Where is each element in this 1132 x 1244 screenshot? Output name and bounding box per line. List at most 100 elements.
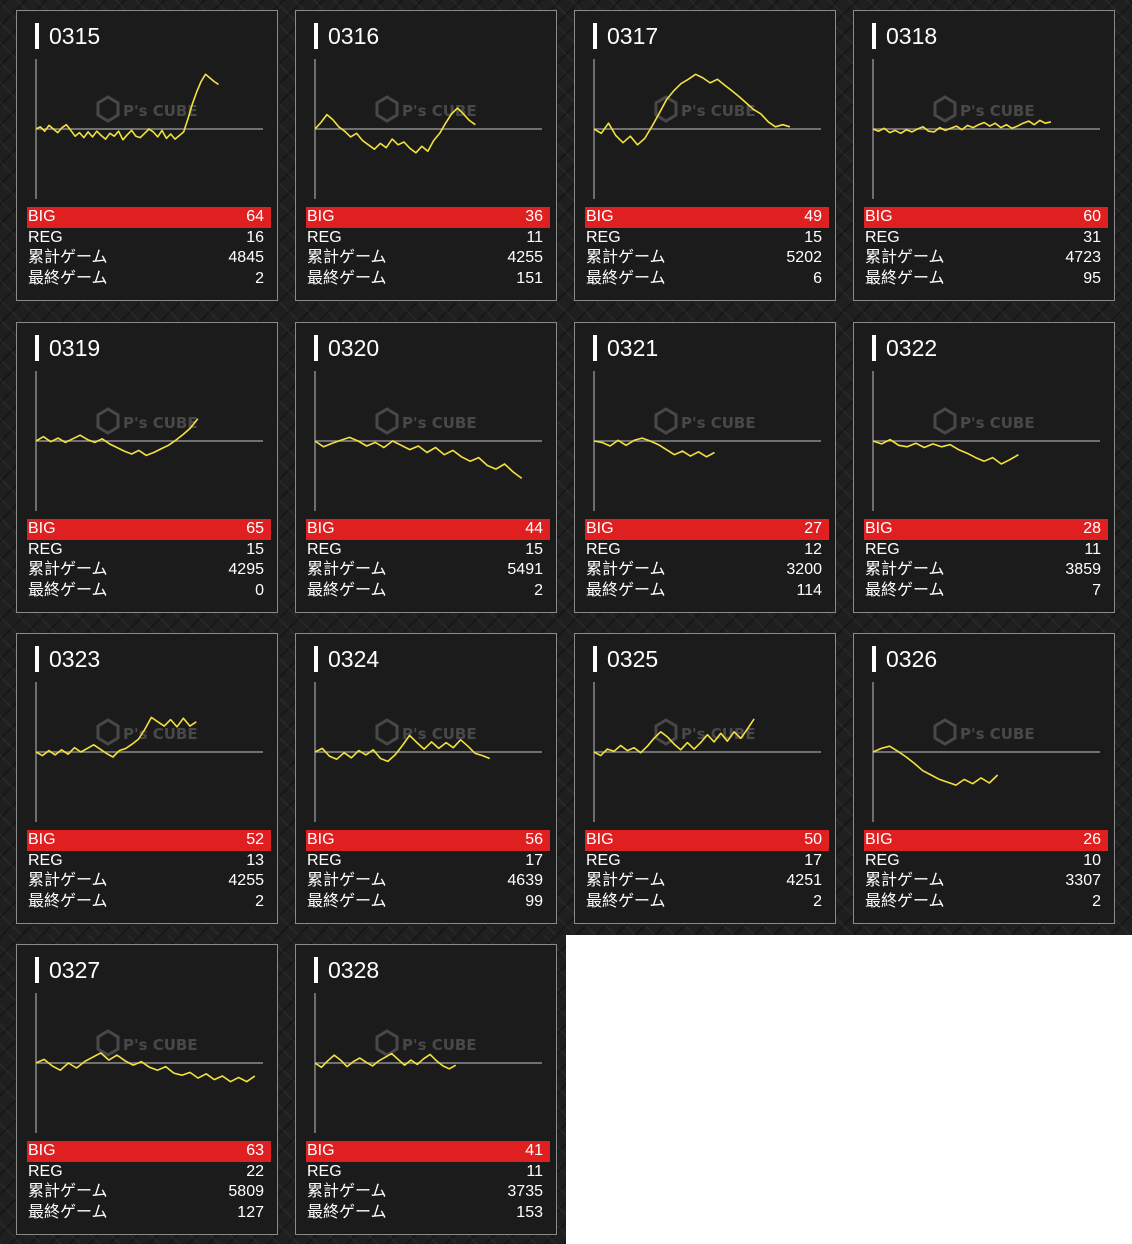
reg-row-value: 10: [1083, 851, 1101, 869]
reg-row: REG 17: [585, 851, 829, 872]
last-games-row-value: 2: [813, 892, 822, 910]
watermark-logo-text: P's CUBE: [960, 725, 1035, 743]
hexagon-cube-icon: [654, 95, 678, 123]
machine-card-0324[interactable]: 0324 P's CUBE BIG 56 REG 17 累計ゲーム 4639 最終ゲーム 99: [295, 633, 557, 924]
total-games-row-label: 累計ゲーム: [28, 561, 108, 578]
total-games-row-value: 4723: [1065, 249, 1101, 266]
total-games-row-value: 4295: [228, 561, 264, 578]
total-games-row-value: 5809: [228, 1183, 264, 1200]
total-games-row-label: 累計ゲーム: [307, 872, 387, 889]
pscube-watermark: P's CUBE: [96, 1029, 198, 1057]
machine-card-0323[interactable]: 0323 P's CUBE BIG 52 REG 13 累計ゲーム 4255 最終ゲーム 2: [16, 633, 278, 924]
hexagon-cube-icon: [375, 407, 399, 435]
big-row-value: 63: [246, 1142, 264, 1159]
total-games-row: 累計ゲーム 4723: [864, 248, 1108, 269]
machine-card-0315[interactable]: 0315 P's CUBE BIG 64 REG 16 累計ゲーム 4845 最終ゲーム 2: [16, 10, 278, 301]
reg-row-value: 22: [246, 1162, 264, 1180]
total-games-row: 累計ゲーム 3200: [585, 560, 829, 581]
pscube-watermark: P's CUBE: [375, 407, 477, 435]
slump-graph: P's CUBE: [314, 682, 542, 822]
last-games-row: 最終ゲーム 151: [306, 269, 550, 290]
big-row: BIG 56: [306, 830, 550, 851]
total-games-row: 累計ゲーム 4639: [306, 871, 550, 892]
total-games-row-label: 累計ゲーム: [865, 249, 945, 266]
reg-row: REG 10: [864, 851, 1108, 872]
reg-row-value: 11: [1084, 540, 1101, 558]
big-row: BIG 49: [585, 207, 829, 228]
reg-row: REG 12: [585, 540, 829, 561]
machine-stats: BIG 50 REG 17 累計ゲーム 4251 最終ゲーム 2: [585, 830, 829, 912]
slump-graph: P's CUBE: [872, 682, 1100, 822]
big-row-label: BIG: [865, 831, 893, 848]
total-games-row-value: 4639: [507, 872, 543, 889]
reg-row: REG 11: [306, 228, 550, 249]
reg-row: REG 13: [27, 851, 271, 872]
slump-graph: P's CUBE: [35, 371, 263, 511]
pscube-watermark: P's CUBE: [375, 95, 477, 123]
machine-card-0316[interactable]: 0316 P's CUBE BIG 36 REG 11 累計ゲーム 4255 最終ゲーム 151: [295, 10, 557, 301]
machine-stats: BIG 60 REG 31 累計ゲーム 4723 最終ゲーム 95: [864, 207, 1108, 289]
slump-trend-line: [314, 436, 523, 480]
last-games-row-label: 最終ゲーム: [28, 269, 108, 287]
machine-card-0317[interactable]: 0317 P's CUBE BIG 49 REG 15 累計ゲーム 5202 最終ゲーム 6: [574, 10, 836, 301]
machine-card-0327[interactable]: 0327 P's CUBE BIG 63 REG 22 累計ゲーム 5809 最終ゲーム 127: [16, 944, 278, 1235]
machine-number: 0318: [872, 23, 937, 49]
big-row: BIG 44: [306, 519, 550, 540]
big-row-label: BIG: [28, 208, 56, 225]
reg-row: REG 31: [864, 228, 1108, 249]
last-games-row-label: 最終ゲーム: [307, 892, 387, 910]
hexagon-cube-icon: [96, 95, 120, 123]
machine-card-0321[interactable]: 0321 P's CUBE BIG 27 REG 12 累計ゲーム 3200 最終ゲーム 114: [574, 322, 836, 613]
watermark-logo-text: P's CUBE: [402, 1036, 477, 1054]
reg-row: REG 15: [27, 540, 271, 561]
hexagon-cube-icon: [375, 718, 399, 746]
total-games-row-value: 3200: [786, 561, 822, 578]
reg-row-label: REG: [307, 851, 342, 869]
big-row-label: BIG: [307, 1142, 335, 1159]
machine-number: 0315: [35, 23, 100, 49]
reg-row-value: 11: [526, 1162, 543, 1180]
total-games-row-value: 5491: [507, 561, 543, 578]
machine-card-0318[interactable]: 0318 P's CUBE BIG 60 REG 31 累計ゲーム 4723 最終ゲーム 95: [853, 10, 1115, 301]
last-games-row-value: 6: [813, 269, 822, 287]
watermark-logo-text: P's CUBE: [402, 414, 477, 432]
reg-row-value: 15: [246, 540, 264, 558]
slump-trend-line: [593, 437, 715, 458]
reg-row-label: REG: [865, 851, 900, 869]
machine-card-0325[interactable]: 0325 P's CUBE BIG 50 REG 17 累計ゲーム 4251 最終ゲーム 2: [574, 633, 836, 924]
big-row-value: 44: [525, 520, 543, 537]
machine-card-0326[interactable]: 0326 P's CUBE BIG 26 REG 10 累計ゲーム 3307 最終ゲーム 2: [853, 633, 1115, 924]
last-games-row-value: 2: [534, 581, 543, 599]
reg-row-value: 13: [246, 851, 264, 869]
hexagon-cube-icon: [96, 718, 120, 746]
machine-card-0328[interactable]: 0328 P's CUBE BIG 41 REG 11 累計ゲーム 3735 最終ゲーム 153: [295, 944, 557, 1235]
reg-row-value: 31: [1083, 228, 1101, 246]
last-games-row-label: 最終ゲーム: [586, 269, 666, 287]
big-row-label: BIG: [586, 208, 614, 225]
reg-row-label: REG: [586, 228, 621, 246]
total-games-row: 累計ゲーム 4295: [27, 560, 271, 581]
slump-graph: P's CUBE: [872, 59, 1100, 199]
slump-trend-line: [593, 73, 791, 146]
big-row-value: 49: [804, 208, 822, 225]
hexagon-cube-icon: [375, 95, 399, 123]
big-row: BIG 28: [864, 519, 1108, 540]
big-row: BIG 52: [27, 830, 271, 851]
machine-stats: BIG 41 REG 11 累計ゲーム 3735 最終ゲーム 153: [306, 1141, 550, 1223]
total-games-row-label: 累計ゲーム: [28, 1183, 108, 1200]
machine-number: 0326: [872, 646, 937, 672]
total-games-row-label: 累計ゲーム: [28, 249, 108, 266]
hexagon-cube-icon: [96, 1029, 120, 1057]
total-games-row-label: 累計ゲーム: [586, 561, 666, 578]
machine-card-0322[interactable]: 0322 P's CUBE BIG 28 REG 11 累計ゲーム 3859 最終ゲーム 7: [853, 322, 1115, 613]
machine-card-0319[interactable]: 0319 P's CUBE BIG 65 REG 15 累計ゲーム 4295 最終ゲーム 0: [16, 322, 278, 613]
pscube-watermark: P's CUBE: [654, 95, 756, 123]
last-games-row: 最終ゲーム 2: [27, 269, 271, 290]
reg-row-label: REG: [28, 1162, 63, 1180]
slump-trend-line: [593, 718, 755, 757]
machine-card-0320[interactable]: 0320 P's CUBE BIG 44 REG 15 累計ゲーム 5491 最終ゲーム 2: [295, 322, 557, 613]
total-games-row-label: 累計ゲーム: [307, 249, 387, 266]
slump-graph: P's CUBE: [314, 993, 542, 1133]
total-games-row-value: 5202: [786, 249, 822, 266]
slump-trend-line: [35, 716, 197, 758]
